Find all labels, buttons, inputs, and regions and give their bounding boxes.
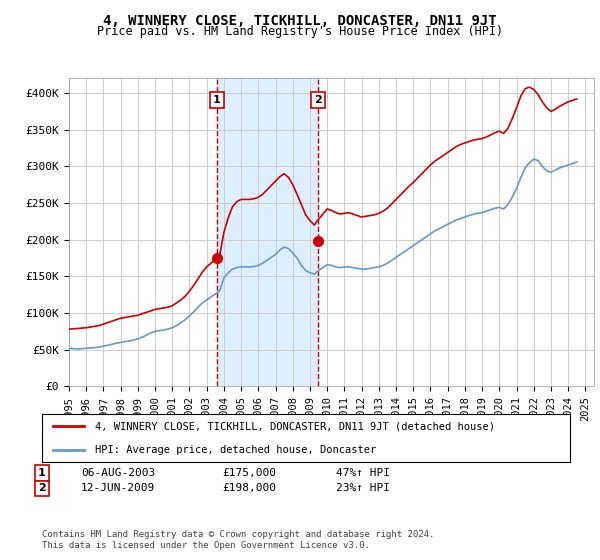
Text: 06-AUG-2003: 06-AUG-2003 [81,468,155,478]
Text: £175,000: £175,000 [222,468,276,478]
Text: 1: 1 [38,468,46,478]
Text: Price paid vs. HM Land Registry's House Price Index (HPI): Price paid vs. HM Land Registry's House … [97,25,503,38]
Text: 23%↑ HPI: 23%↑ HPI [336,483,390,493]
Text: 4, WINNERY CLOSE, TICKHILL, DONCASTER, DN11 9JT (detached house): 4, WINNERY CLOSE, TICKHILL, DONCASTER, D… [95,421,495,431]
Text: HPI: Average price, detached house, Doncaster: HPI: Average price, detached house, Donc… [95,445,376,455]
Bar [217,78,318,386]
Text: 2: 2 [38,483,46,493]
Text: Contains HM Land Registry data © Crown copyright and database right 2024.: Contains HM Land Registry data © Crown c… [42,530,434,539]
Text: This data is licensed under the Open Government Licence v3.0.: This data is licensed under the Open Gov… [42,542,370,550]
Text: 47%↑ HPI: 47%↑ HPI [336,468,390,478]
Text: 4, WINNERY CLOSE, TICKHILL, DONCASTER, DN11 9JT: 4, WINNERY CLOSE, TICKHILL, DONCASTER, D… [103,14,497,28]
Text: 2: 2 [314,95,322,105]
Text: 1: 1 [213,95,221,105]
Text: 12-JUN-2009: 12-JUN-2009 [81,483,155,493]
Text: £198,000: £198,000 [222,483,276,493]
